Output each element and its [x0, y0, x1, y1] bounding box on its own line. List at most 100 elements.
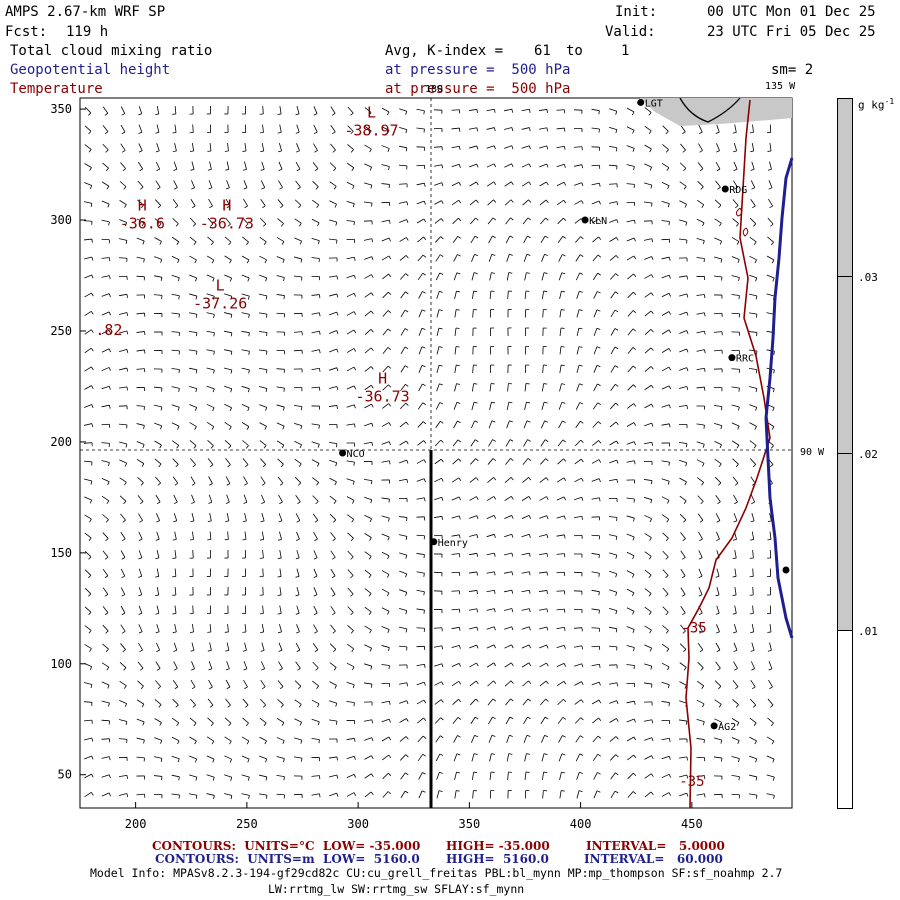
- wind-barb: [311, 386, 321, 391]
- wind-barb: [661, 514, 670, 523]
- wind-barb: [101, 275, 111, 280]
- cloud-field-label: Total cloud mixing ratio: [10, 43, 213, 59]
- wind-barb: [627, 384, 637, 391]
- wind-barb: [313, 568, 318, 578]
- wind-barb: [136, 256, 145, 263]
- wind-barb: [576, 771, 583, 780]
- wind-barb: [627, 347, 637, 354]
- wind-barb: [206, 255, 215, 264]
- wind-barb: [84, 329, 94, 335]
- wind-barb: [136, 237, 145, 245]
- wind-barb: [488, 439, 496, 447]
- wind-barb: [155, 586, 160, 597]
- wind-barb: [311, 459, 320, 467]
- wind-barb: [626, 237, 636, 242]
- x-tick-label: 250: [236, 817, 258, 831]
- wind-barb: [521, 608, 531, 613]
- wind-barb: [119, 441, 128, 448]
- wind-barb: [155, 624, 160, 634]
- wind-barb: [696, 459, 705, 467]
- wind-barb: [644, 514, 652, 523]
- wind-barb: [732, 699, 739, 708]
- wind-barb: [224, 717, 232, 727]
- wind-barb: [381, 551, 390, 560]
- wind-barb: [749, 568, 754, 578]
- wind-barb: [154, 718, 162, 726]
- wind-barb: [626, 164, 635, 171]
- wind-barb: [433, 128, 443, 133]
- wind-barb: [661, 496, 670, 504]
- wind-barb: [504, 163, 514, 168]
- wind-barb: [574, 164, 584, 169]
- wind-barb: [259, 105, 264, 115]
- wind-barb: [489, 272, 495, 281]
- wind-barb: [171, 736, 180, 745]
- wind-barb: [433, 146, 443, 151]
- wind-barb: [679, 330, 689, 334]
- wind-barb: [241, 422, 250, 430]
- wind-barb: [172, 586, 177, 596]
- wind-barb: [136, 793, 146, 798]
- wind-barb: [490, 327, 495, 337]
- wind-barb: [506, 420, 513, 429]
- wind-barb: [661, 385, 671, 390]
- wind-barb: [643, 201, 653, 207]
- wind-barb: [732, 586, 737, 596]
- colorbar-divider: [838, 630, 852, 631]
- wind-barb: [154, 699, 162, 708]
- wind-barb: [346, 442, 355, 447]
- wind-barb: [469, 181, 479, 187]
- wind-barb: [679, 348, 689, 353]
- wind-barb: [277, 605, 282, 615]
- wind-barb: [84, 385, 94, 390]
- wind-barb: [573, 553, 583, 558]
- wind-barb: [241, 255, 250, 264]
- wind-barb: [172, 476, 179, 486]
- wind-barb: [190, 198, 196, 209]
- wind-barb: [259, 568, 264, 578]
- wind-barb: [398, 478, 408, 483]
- wind-barb: [504, 199, 514, 206]
- wind-barb: [278, 661, 283, 671]
- wind-barb: [346, 311, 357, 316]
- wind-barb: [591, 553, 600, 559]
- wind-barb: [330, 143, 336, 153]
- wind-barb: [750, 623, 755, 633]
- wind-barb: [556, 496, 566, 501]
- wind-barb: [626, 183, 635, 189]
- geopotential-field-label: Geopotential height: [10, 62, 171, 78]
- wind-barb: [661, 329, 672, 335]
- wind-barb: [591, 108, 600, 115]
- wind-barb: [172, 440, 180, 449]
- wind-barb: [137, 680, 144, 690]
- wind-barb: [610, 754, 619, 761]
- wind-barb: [206, 293, 215, 300]
- wind-barb: [626, 626, 635, 633]
- wind-barb: [416, 627, 425, 632]
- wind-barb: [626, 700, 636, 705]
- wind-barb: [363, 201, 373, 207]
- extrema-labels: L-38.97H-36.6H-36.73L-37.26.82H-36.73: [95, 103, 409, 405]
- wind-barb: [120, 587, 126, 597]
- valid-time: 23 UTC Fri 05 Dec 25: [707, 24, 876, 40]
- wind-barb: [400, 273, 409, 280]
- wind-barb: [678, 238, 688, 244]
- wind-barb: [102, 624, 109, 634]
- wind-barb: [451, 534, 461, 539]
- wind-barb: [486, 608, 496, 613]
- wind-barb: [575, 420, 584, 429]
- wind-barb: [468, 127, 478, 132]
- wind-barb: [731, 422, 740, 430]
- wind-barb: [661, 274, 671, 279]
- wind-barb: [766, 774, 775, 781]
- wind-barb: [399, 736, 409, 742]
- wind-barb: [609, 736, 619, 742]
- wind-barb: [731, 331, 740, 336]
- wind-barb: [715, 642, 721, 653]
- wind-barb: [260, 679, 266, 690]
- wind-barb: [626, 645, 635, 652]
- wind-barb: [644, 144, 652, 153]
- wind-barb: [102, 569, 109, 579]
- wind-barb: [556, 662, 567, 668]
